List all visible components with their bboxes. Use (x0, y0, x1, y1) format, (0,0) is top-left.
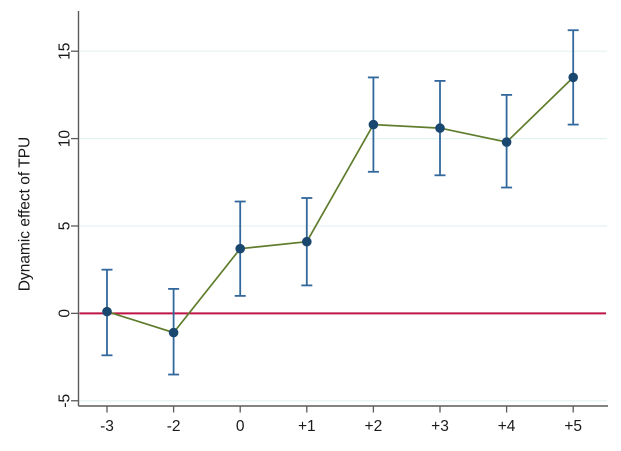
data-point-marker (501, 137, 512, 147)
data-point-marker (235, 243, 245, 254)
data-point-marker (102, 306, 112, 317)
y-tick-label: -5 (56, 394, 73, 408)
data-point-marker (168, 327, 179, 338)
x-tick-label: +2 (365, 418, 383, 435)
x-tick-label: +4 (498, 418, 516, 435)
series-line (106, 76, 574, 334)
x-tick-label: 0 (236, 418, 245, 435)
y-axis-title: Dynamic effect of TPU (16, 137, 33, 292)
data-point-marker (302, 236, 312, 247)
x-tick-label: +5 (564, 418, 582, 435)
x-tick-label: +1 (298, 418, 316, 435)
y-tick-label: 15 (56, 43, 73, 60)
x-tick-label: -2 (167, 418, 181, 435)
x-tick-label: -3 (100, 418, 114, 435)
y-tick-label: 5 (56, 222, 73, 231)
y-tick-label: 10 (56, 130, 73, 148)
data-point-marker (435, 123, 445, 133)
x-tick-label: +3 (431, 418, 449, 435)
y-tick-label: 0 (56, 309, 73, 318)
data-point-marker (368, 119, 379, 130)
data-point-marker (568, 72, 578, 83)
